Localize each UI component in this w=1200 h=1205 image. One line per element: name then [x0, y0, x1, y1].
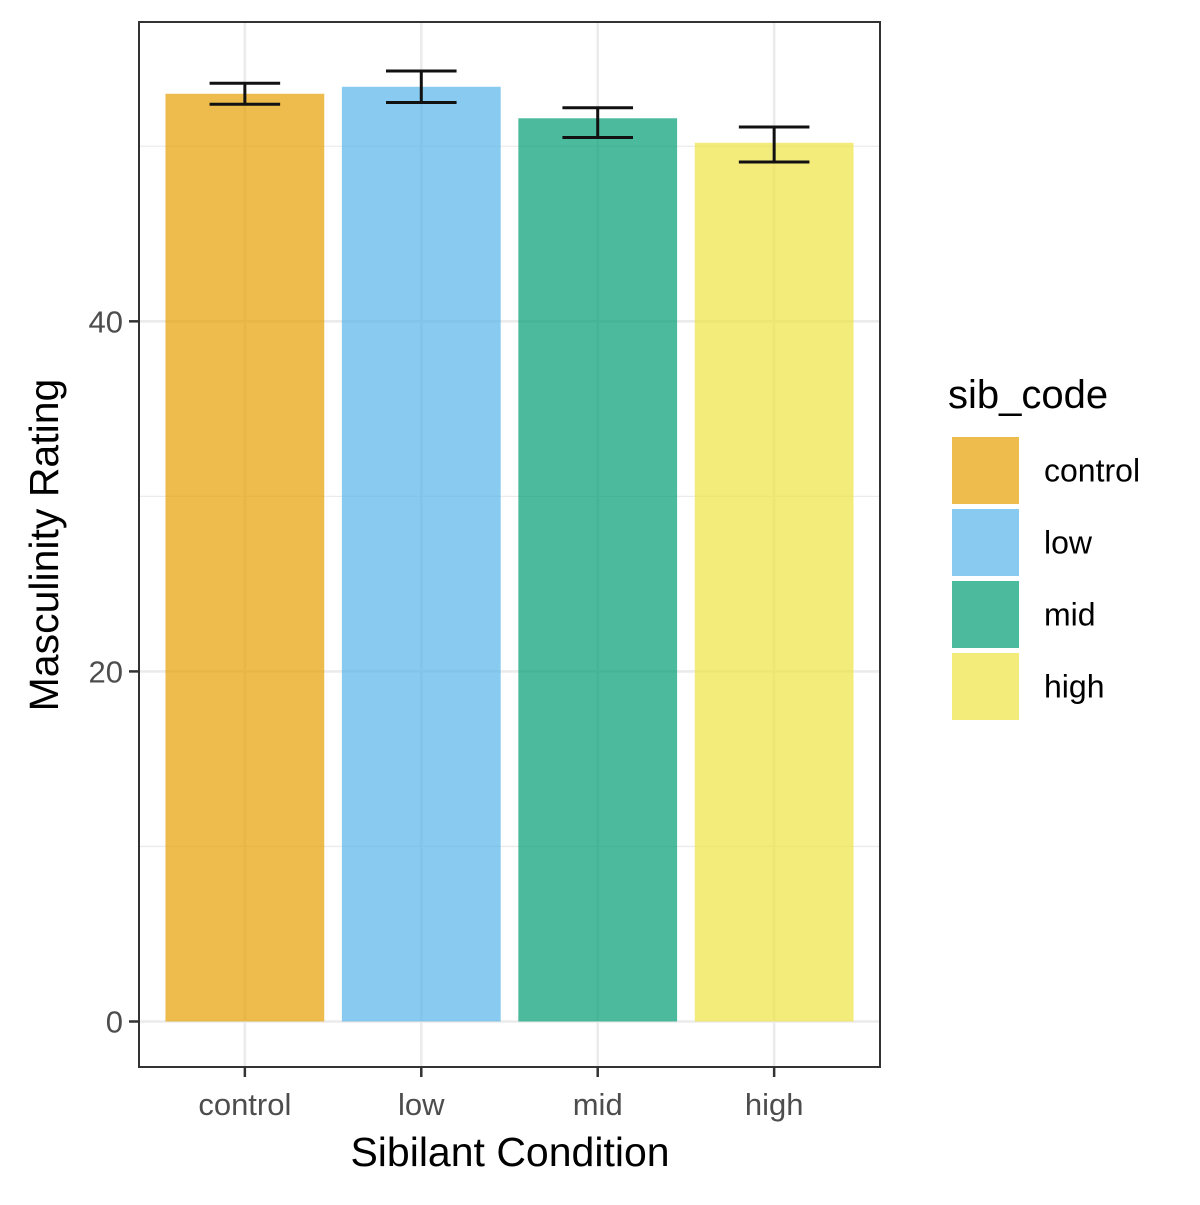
legend-label-high: high — [1044, 669, 1105, 705]
legend-label-control: control — [1044, 453, 1140, 489]
y-tick-label: 40 — [89, 304, 123, 339]
legend-label-low: low — [1044, 525, 1093, 561]
error-bars — [209, 69, 810, 164]
legend-key-low — [952, 509, 1019, 576]
x-axis-title: Sibilant Condition — [350, 1129, 669, 1175]
legend-key-mid — [952, 581, 1019, 648]
legend-title: sib_code — [948, 373, 1108, 417]
legend: sib_code control low mid high — [948, 373, 1140, 720]
bar-high — [694, 142, 854, 1022]
bar-low — [341, 86, 501, 1022]
y-tick-label: 20 — [89, 654, 123, 689]
x-tick-label: high — [745, 1087, 804, 1122]
legend-label-mid: mid — [1044, 597, 1096, 633]
x-tick-label: mid — [573, 1087, 623, 1122]
x-tick-label: low — [398, 1087, 445, 1122]
axes: 0 20 40 control low mid high — [89, 304, 804, 1122]
bar-control — [165, 93, 325, 1022]
x-tick-label: control — [198, 1087, 291, 1122]
y-tick-label: 0 — [106, 1004, 123, 1039]
bars — [165, 86, 854, 1022]
legend-key-high — [952, 653, 1019, 720]
bar-mid — [518, 118, 678, 1022]
legend-key-control — [952, 437, 1019, 504]
panel-border — [138, 21, 881, 1068]
y-axis-title: Masculinity Rating — [21, 379, 67, 712]
